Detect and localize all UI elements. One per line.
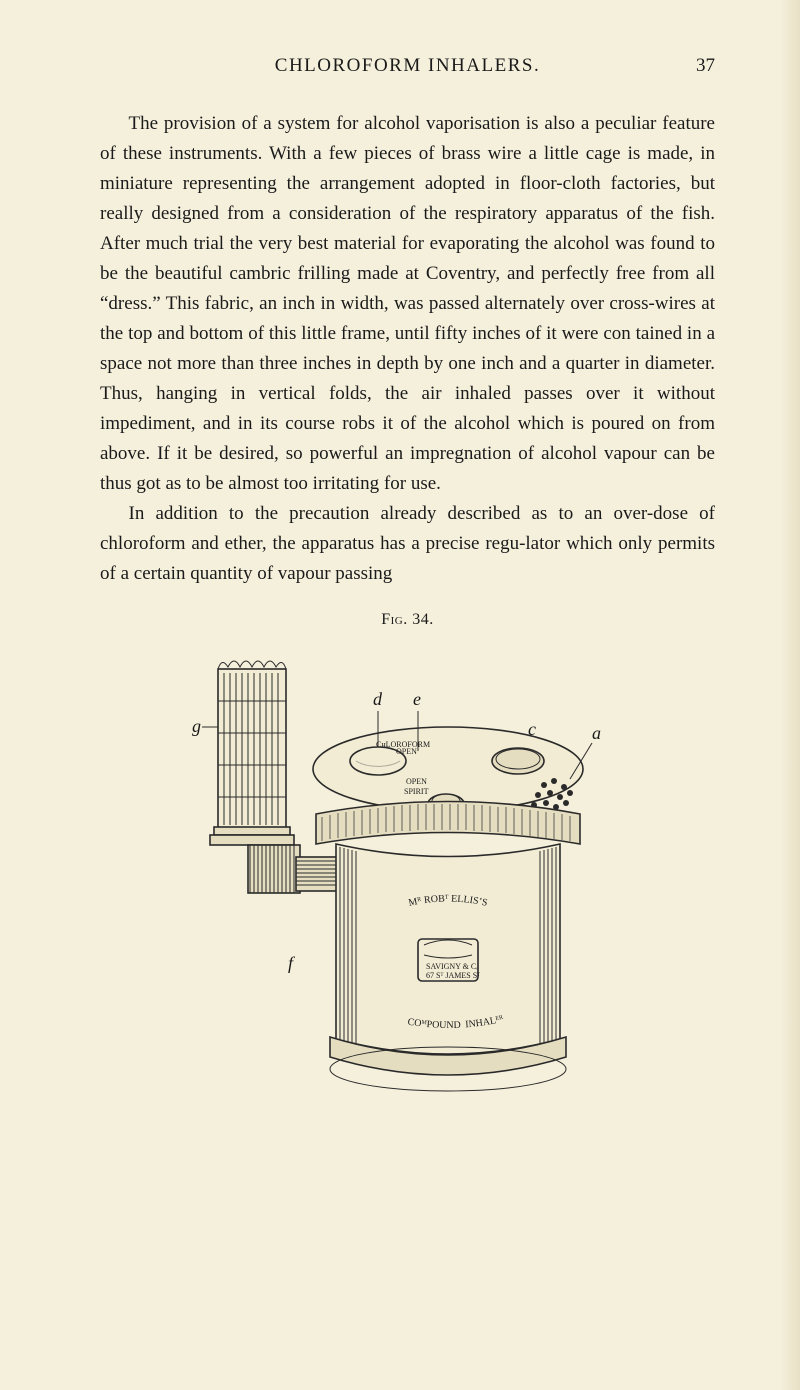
- frilling-cage: [210, 661, 294, 845]
- body-paragraph-2: In addition to the precaution already de…: [100, 499, 715, 589]
- figure-34: g: [100, 639, 715, 1099]
- page-number: 37: [675, 55, 715, 77]
- figure-label-f: f: [288, 953, 296, 973]
- svg-text:SPIRIT: SPIRIT: [404, 787, 429, 796]
- svg-text:67 Sᵀ JAMES Sᵀ: 67 Sᵀ JAMES Sᵀ: [426, 971, 480, 980]
- running-title: CHLOROFORM INHALERS.: [140, 55, 675, 77]
- inhaler-engraving: g: [188, 639, 628, 1099]
- figure-label-a: a: [592, 723, 601, 743]
- svg-text:SAVIGNY & Cₒ: SAVIGNY & Cₒ: [426, 962, 479, 971]
- svg-text:CʜLOROFORM: CʜLOROFORM: [376, 740, 430, 749]
- svg-text:OPEN: OPEN: [406, 777, 427, 786]
- canister-body: SAVIGNY & Cₒ 67 Sᵀ JAMES Sᵀ Mᴿ ROBᵀ ELLI…: [316, 802, 580, 1092]
- figure-label-c: c: [528, 719, 536, 739]
- figure-label-g: g: [192, 716, 201, 736]
- figure-caption: Fig. 34.: [100, 611, 715, 629]
- document-page: CHLOROFORM INHALERS. 37 The provision of…: [0, 0, 800, 1390]
- figure-label-e: e: [413, 689, 421, 709]
- body-paragraph-1: The provision of a system for alcohol va…: [100, 109, 715, 499]
- running-head: CHLOROFORM INHALERS. 37: [100, 55, 715, 77]
- figure-label-d: d: [373, 689, 383, 709]
